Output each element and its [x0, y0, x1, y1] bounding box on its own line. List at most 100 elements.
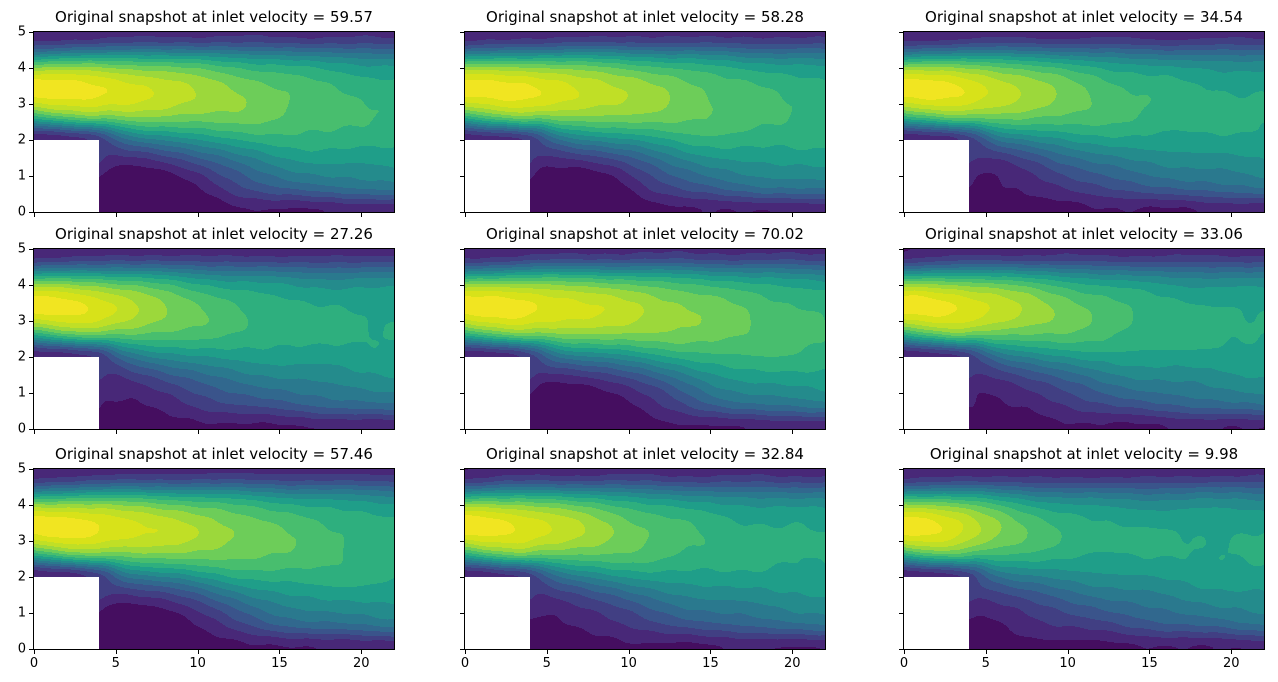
- plot-axes: [460, 248, 826, 434]
- x-tick-mark: [792, 650, 794, 654]
- contour-canvas: [904, 249, 1264, 429]
- y-tick-mark: [899, 104, 903, 105]
- y-tick-mark: [29, 32, 33, 33]
- x-tick-mark: [710, 213, 712, 217]
- x-tick-mark: [628, 213, 630, 217]
- x-tick-mark: [115, 213, 117, 217]
- y-tick-label: 1: [17, 605, 26, 621]
- y-tick-mark: [899, 321, 903, 322]
- y-tick-label: 4: [17, 60, 26, 76]
- y-tick-label: 4: [17, 497, 26, 513]
- subplot: Original snapshot at inlet velocity = 59…: [18, 6, 395, 220]
- y-tick-mark: [899, 176, 903, 177]
- subplot-title: Original snapshot at inlet velocity = 34…: [925, 8, 1243, 26]
- y-tick-mark: [29, 649, 33, 650]
- contour-canvas: [465, 469, 825, 649]
- x-tick-label: 15: [702, 656, 719, 671]
- subplot-title: Original snapshot at inlet velocity = 58…: [486, 8, 804, 26]
- y-tick-label: 5: [17, 241, 26, 257]
- y-tick-label: 0: [17, 421, 26, 437]
- subplot-title: Original snapshot at inlet velocity = 59…: [55, 8, 373, 26]
- y-tick-mark: [899, 285, 903, 286]
- contour-canvas: [465, 32, 825, 212]
- subplot-title: Original snapshot at inlet velocity = 32…: [486, 445, 804, 463]
- y-tick-label: 5: [17, 24, 26, 40]
- subplot: Original snapshot at inlet velocity = 27…: [18, 223, 395, 437]
- x-tick-mark: [1231, 650, 1233, 654]
- x-tick-mark: [1231, 213, 1233, 217]
- y-tick-mark: [460, 32, 464, 33]
- subplot: Original snapshot at inlet velocity = 57…: [18, 443, 395, 671]
- x-tick-mark: [904, 213, 905, 217]
- y-tick-mark: [899, 32, 903, 33]
- x-tick-mark: [465, 650, 466, 654]
- x-tick-mark: [1067, 430, 1069, 434]
- y-tick-mark: [899, 140, 903, 141]
- x-tick-mark: [197, 430, 199, 434]
- x-tick-mark: [34, 430, 35, 434]
- x-tick-mark: [1231, 430, 1233, 434]
- y-tick-mark: [460, 68, 464, 69]
- plot-axes: 0 5 10 15 20: [899, 468, 1265, 671]
- y-tick-mark: [899, 429, 903, 430]
- y-tick-mark: [899, 68, 903, 69]
- x-tick-label: 20: [783, 656, 801, 671]
- y-tick-label: 3: [17, 96, 26, 112]
- y-tick-mark: [460, 140, 464, 141]
- x-tick-label: 0: [899, 656, 909, 671]
- contour-canvas: [904, 32, 1264, 212]
- y-tick-mark: [899, 469, 903, 470]
- y-tick-mark: [460, 104, 464, 105]
- x-tick-label: 15: [271, 656, 288, 671]
- x-tick-mark: [985, 213, 987, 217]
- y-tick-mark: [460, 541, 464, 542]
- x-tick-mark: [985, 430, 987, 434]
- y-tick-label: 1: [17, 168, 26, 184]
- y-tick-mark: [29, 104, 33, 105]
- y-tick-label: 1: [17, 385, 26, 401]
- subplot: Original snapshot at inlet velocity = 70…: [460, 223, 826, 434]
- x-tick-mark: [546, 430, 548, 434]
- contour-canvas: [904, 469, 1264, 649]
- x-tick-label: 5: [542, 656, 551, 671]
- y-tick-mark: [899, 393, 903, 394]
- x-tick-label: 20: [1222, 656, 1240, 671]
- y-tick-mark: [460, 212, 464, 213]
- plot-axes: 0 5 10 15 20 0 1 2 3 4 5: [18, 462, 395, 671]
- y-tick-mark: [899, 649, 903, 650]
- y-tick-mark: [460, 469, 464, 470]
- x-tick-mark: [792, 213, 794, 217]
- y-tick-mark: [29, 285, 33, 286]
- y-tick-mark: [899, 613, 903, 614]
- x-tick-mark: [1149, 213, 1151, 217]
- x-tick-label: 15: [1141, 656, 1158, 671]
- y-tick-mark: [899, 577, 903, 578]
- x-tick-label: 0: [460, 656, 470, 671]
- subplot-title: Original snapshot at inlet velocity = 9.…: [929, 445, 1239, 463]
- x-tick-label: 20: [352, 656, 370, 671]
- x-tick-label: 5: [111, 656, 120, 671]
- y-tick-mark: [460, 321, 464, 322]
- x-tick-mark: [628, 430, 630, 434]
- y-tick-label: 0: [17, 204, 26, 220]
- y-tick-label: 2: [17, 569, 26, 585]
- y-tick-mark: [29, 176, 33, 177]
- y-tick-mark: [899, 541, 903, 542]
- subplot: Original snapshot at inlet velocity = 33…: [899, 223, 1265, 434]
- subplot-title: Original snapshot at inlet velocity = 27…: [55, 225, 373, 243]
- subplot: Original snapshot at inlet velocity = 32…: [460, 443, 826, 671]
- subplot-title: Original snapshot at inlet velocity = 57…: [55, 445, 373, 463]
- x-tick-mark: [1149, 430, 1151, 434]
- x-tick-mark: [279, 213, 281, 217]
- plot-axes: 0 1 2 3 4 5: [18, 242, 395, 437]
- y-tick-mark: [899, 505, 903, 506]
- x-tick-mark: [904, 430, 905, 434]
- subplot-title: Original snapshot at inlet velocity = 70…: [486, 225, 804, 243]
- y-tick-mark: [460, 249, 464, 250]
- x-tick-mark: [465, 430, 466, 434]
- y-tick-mark: [29, 469, 33, 470]
- x-tick-mark: [279, 430, 281, 434]
- x-tick-mark: [279, 650, 281, 654]
- x-tick-mark: [546, 213, 548, 217]
- y-tick-mark: [460, 285, 464, 286]
